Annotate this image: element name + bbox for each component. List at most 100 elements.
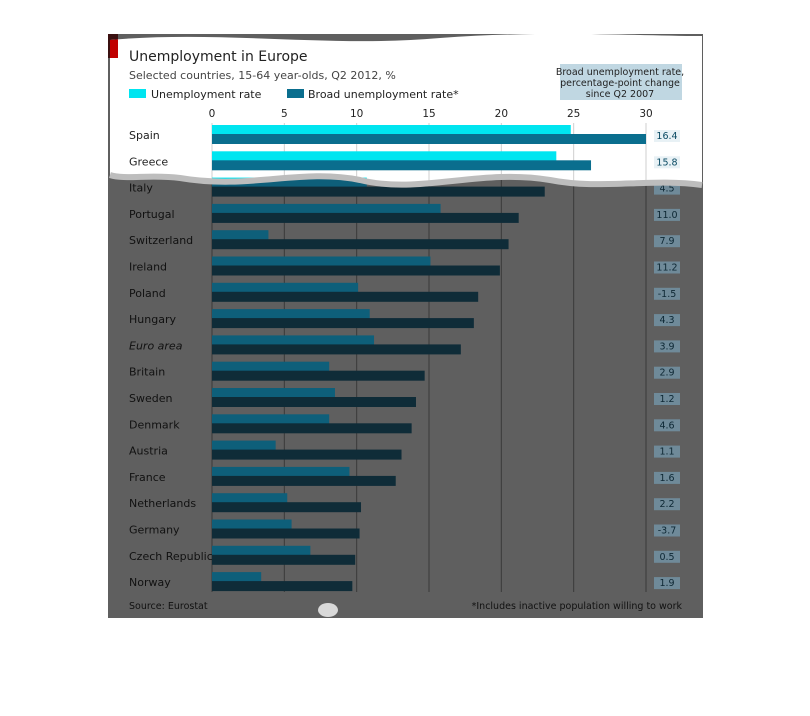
bar-unemployment [212, 361, 330, 372]
bar-broad [212, 397, 416, 407]
change-badge [654, 445, 680, 458]
bar-unemployment [212, 414, 330, 425]
change-badge [654, 287, 680, 300]
bar-unemployment [212, 256, 431, 267]
x-tick-label: 0 [209, 108, 216, 120]
bar-unemployment [212, 230, 269, 241]
change-value: 2.2 [659, 499, 674, 510]
change-badge [654, 550, 680, 563]
bar-unemployment [212, 545, 311, 556]
category-label: Denmark [129, 418, 180, 431]
x-tick-label: 30 [639, 108, 652, 120]
change-value: -3.7 [658, 526, 677, 537]
bar-unemployment [212, 177, 367, 188]
change-value: 11.0 [656, 210, 677, 221]
bar-broad [212, 291, 479, 302]
change-value: 0.5 [659, 552, 674, 563]
change-badge [654, 208, 680, 221]
bar-broad [212, 554, 356, 565]
bar-broad [212, 344, 461, 355]
change-value: 4.3 [659, 315, 674, 326]
category-label: Norway [129, 576, 171, 589]
category-label: Portugal [129, 208, 175, 221]
x-tick-label: 5 [281, 108, 288, 120]
category-label: Poland [129, 287, 166, 300]
bar-unemployment [212, 335, 375, 346]
change-value: 16.4 [656, 131, 677, 142]
category-label: Spain [129, 129, 160, 142]
accent-tag [110, 34, 118, 58]
change-badge [654, 498, 680, 511]
category-label: Hungary [129, 313, 176, 326]
bar-unemployment [212, 125, 571, 135]
bar-unemployment [212, 519, 292, 530]
change-value: 15.8 [656, 157, 677, 168]
change-badge [654, 471, 680, 484]
category-label: Britain [129, 366, 165, 379]
bar-broad [212, 318, 474, 329]
change-value: 1.6 [659, 473, 674, 484]
legend-swatch-broad [287, 89, 304, 98]
change-badge [654, 393, 680, 405]
x-tick-label: 10 [350, 108, 363, 120]
category-label: Switzerland [129, 234, 193, 247]
bar-broad [212, 239, 509, 250]
change-badge [654, 261, 680, 274]
change-header-line: Broad unemployment rate, [556, 67, 684, 78]
change-value: -1.5 [658, 289, 677, 300]
legend-label-broad: Broad unemployment rate* [308, 88, 459, 101]
bar-broad [212, 134, 646, 144]
footnote: *Includes inactive population willing to… [472, 601, 683, 612]
change-badge [654, 314, 680, 327]
bar-broad [212, 502, 362, 513]
category-label: Czech Republic [129, 550, 213, 563]
bar-unemployment [212, 466, 350, 477]
change-value: 2.9 [659, 368, 674, 379]
bar-unemployment [212, 309, 370, 320]
cursor-blob [318, 603, 338, 617]
bar-unemployment [212, 203, 441, 214]
category-label: Ireland [129, 261, 167, 274]
category-label: Austria [129, 445, 168, 458]
category-label: Netherlands [129, 497, 196, 510]
change-value: 7.9 [659, 236, 674, 247]
change-header-bg [560, 64, 682, 100]
chart-subtitle: Selected countries, 15-64 year-olds, Q2 … [129, 69, 396, 82]
category-label: Germany [129, 524, 180, 537]
x-tick-label: 25 [567, 108, 580, 120]
torn-edge [109, 172, 703, 188]
change-value: 11.2 [656, 263, 677, 274]
change-value: 1.9 [659, 578, 674, 589]
x-tick-label: 20 [495, 108, 508, 120]
change-value: 4.5 [659, 184, 674, 195]
change-badge [654, 156, 680, 169]
change-value: 4.6 [659, 420, 674, 431]
change-value: 1.2 [659, 394, 674, 405]
bar-broad [212, 581, 353, 592]
change-badge [654, 524, 680, 537]
category-label: Italy [129, 182, 153, 195]
category-label: France [129, 471, 166, 484]
x-tick-label: 15 [422, 108, 435, 120]
bar-unemployment [212, 282, 359, 293]
bar-broad [212, 475, 396, 486]
change-header-line: percentage-point change [560, 78, 680, 89]
change-badge [654, 130, 680, 142]
bar-broad [212, 160, 592, 171]
bar-broad [212, 212, 519, 223]
bar-broad [212, 265, 500, 276]
change-badge [654, 366, 680, 379]
bar-broad [212, 423, 412, 434]
bar-broad [212, 528, 360, 539]
change-badge [654, 419, 680, 432]
category-label: Greece [129, 155, 168, 168]
bar-broad [212, 449, 402, 460]
category-label: Sweden [129, 392, 172, 405]
change-badge [654, 235, 680, 248]
change-badge [654, 577, 680, 590]
bar-broad [212, 186, 545, 197]
bar-unemployment [212, 572, 262, 583]
change-header-line: since Q2 2007 [586, 89, 654, 100]
